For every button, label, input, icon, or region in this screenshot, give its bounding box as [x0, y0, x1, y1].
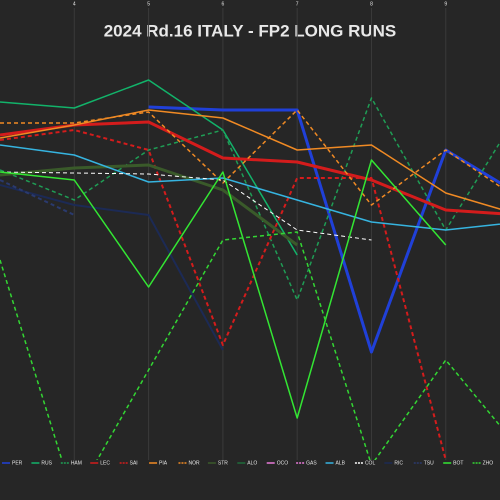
series-line — [0, 159, 447, 419]
legend-label: RUS — [41, 460, 52, 466]
legend-label: GAS — [306, 460, 317, 466]
series-line — [0, 231, 500, 460]
legend-label: OCO — [277, 460, 289, 466]
legend-label: LEC — [100, 460, 110, 466]
x-tick-label: 9 — [444, 1, 447, 7]
grid: 4 5 6 7 8 9 — [73, 1, 447, 460]
series-line — [0, 97, 500, 301]
x-tick-label: 6 — [221, 1, 224, 7]
legend-label: NOR — [188, 460, 200, 466]
series-line — [0, 120, 500, 216]
series-line — [0, 79, 298, 256]
series-line — [0, 144, 500, 231]
chart-title: 2024 Rd.16 ITALY - FP2 LONG RUNS — [104, 21, 397, 40]
series-line — [0, 171, 372, 241]
x-tick-label: 8 — [370, 1, 373, 7]
legend-label: RIC — [394, 460, 403, 466]
x-tick-label: 4 — [73, 1, 76, 7]
legend-label: BOT — [453, 460, 463, 466]
legend-label: COL — [365, 460, 376, 466]
series-line — [0, 184, 224, 351]
x-tick-label: 7 — [296, 1, 299, 7]
legend-label: SAI — [130, 460, 138, 466]
legend-label: ALB — [336, 460, 346, 466]
series-line — [0, 129, 447, 460]
series-line — [0, 163, 299, 247]
plot-area — [0, 79, 500, 460]
series-line — [0, 109, 500, 206]
legend-label: STR — [218, 460, 228, 466]
x-tick-label: 5 — [147, 1, 150, 7]
legend-label: PER — [12, 460, 23, 466]
legend-label: HAM — [71, 460, 82, 466]
legend-label: ZHO — [483, 460, 494, 466]
legend-label: PIA — [159, 460, 168, 466]
legend-label: TSU — [424, 460, 434, 466]
series-line — [0, 109, 500, 210]
legend-label: ALO — [247, 460, 257, 466]
legend: PER RUS HAM LEC SAI PIA NOR STR ALO OCO GAS ALB COL R… — [2, 460, 493, 466]
